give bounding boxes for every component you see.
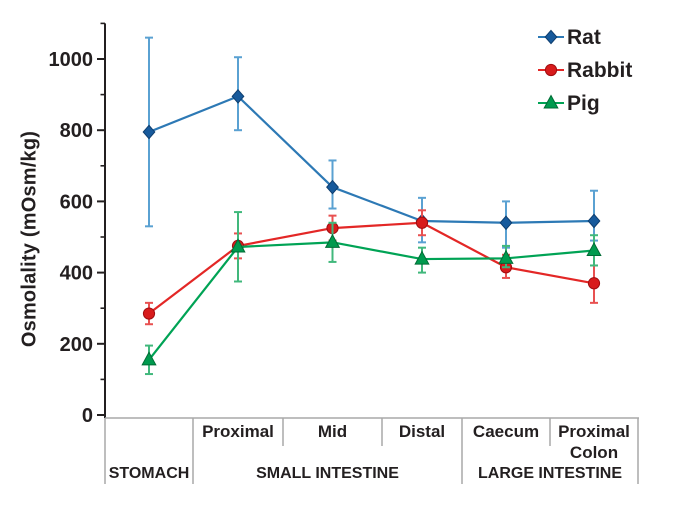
legend-entry-pig: Pig bbox=[538, 92, 600, 115]
series-rat bbox=[142, 36, 601, 249]
line-rabbit bbox=[148, 221, 595, 315]
legend-label: Rabbit bbox=[567, 59, 632, 82]
marker-rat-stomach bbox=[142, 124, 156, 140]
legend: Rat Rabbit Pig bbox=[538, 26, 632, 115]
line-rat bbox=[148, 95, 595, 224]
region-label-large-intestine: LARGE INTESTINE bbox=[478, 465, 622, 482]
marker-pig-proximal-colon bbox=[586, 241, 602, 257]
marker-rat-proximal bbox=[231, 89, 245, 104]
legend-marker-triangle bbox=[543, 94, 559, 109]
segment-label-proximal-colon: Proximal Colon bbox=[558, 422, 630, 462]
region-label-small-intestine: SMALL INTESTINE bbox=[256, 465, 399, 482]
series-pig bbox=[141, 211, 602, 376]
segment-label-mid: Mid bbox=[318, 422, 347, 441]
legend-entry-rabbit: Rabbit bbox=[538, 59, 632, 82]
marker-rabbit-stomach bbox=[142, 307, 156, 320]
y-tick-label: 0 bbox=[82, 405, 93, 427]
legend-marker-circle bbox=[544, 63, 558, 77]
marker-pig-proximal bbox=[230, 238, 246, 253]
line-pig bbox=[148, 241, 595, 361]
y-axis: 0 200 400 600 800 1000 bbox=[49, 22, 106, 427]
x-axis-table: Proximal Mid Distal Caecum Proximal Colon STOM… bbox=[104, 417, 639, 484]
y-tick-label: 200 bbox=[60, 334, 93, 356]
y-tick-label: 600 bbox=[60, 191, 93, 213]
marker-rat-caecum bbox=[499, 215, 513, 231]
legend-label: Rat bbox=[567, 26, 601, 49]
marker-pig-caecum bbox=[498, 249, 514, 264]
y-tick-label: 400 bbox=[60, 263, 93, 285]
legend-label: Pig bbox=[567, 92, 600, 115]
segment-label-proximal: Proximal bbox=[202, 422, 274, 441]
y-axis-title: Osmolality (mOsm/kg) bbox=[18, 130, 41, 348]
segment-label-distal: Distal bbox=[399, 422, 445, 441]
y-tick-label: 1000 bbox=[49, 49, 94, 71]
marker-rat-proximal-colon bbox=[587, 213, 601, 229]
segment-label-caecum: Caecum bbox=[473, 422, 539, 441]
legend-entry-rat: Rat bbox=[538, 26, 601, 49]
series-rabbit bbox=[142, 209, 601, 326]
region-label-stomach: STOMACH bbox=[109, 465, 190, 482]
marker-rabbit-proximal-colon bbox=[587, 277, 601, 290]
marker-pig-stomach bbox=[141, 351, 157, 366]
legend-marker-diamond bbox=[544, 29, 558, 45]
marker-rat-mid bbox=[326, 179, 339, 195]
marker-rabbit-distal bbox=[415, 216, 429, 229]
y-tick-label: 800 bbox=[60, 120, 93, 142]
marker-pig-mid bbox=[324, 233, 341, 248]
marker-pig-distal bbox=[414, 250, 430, 265]
